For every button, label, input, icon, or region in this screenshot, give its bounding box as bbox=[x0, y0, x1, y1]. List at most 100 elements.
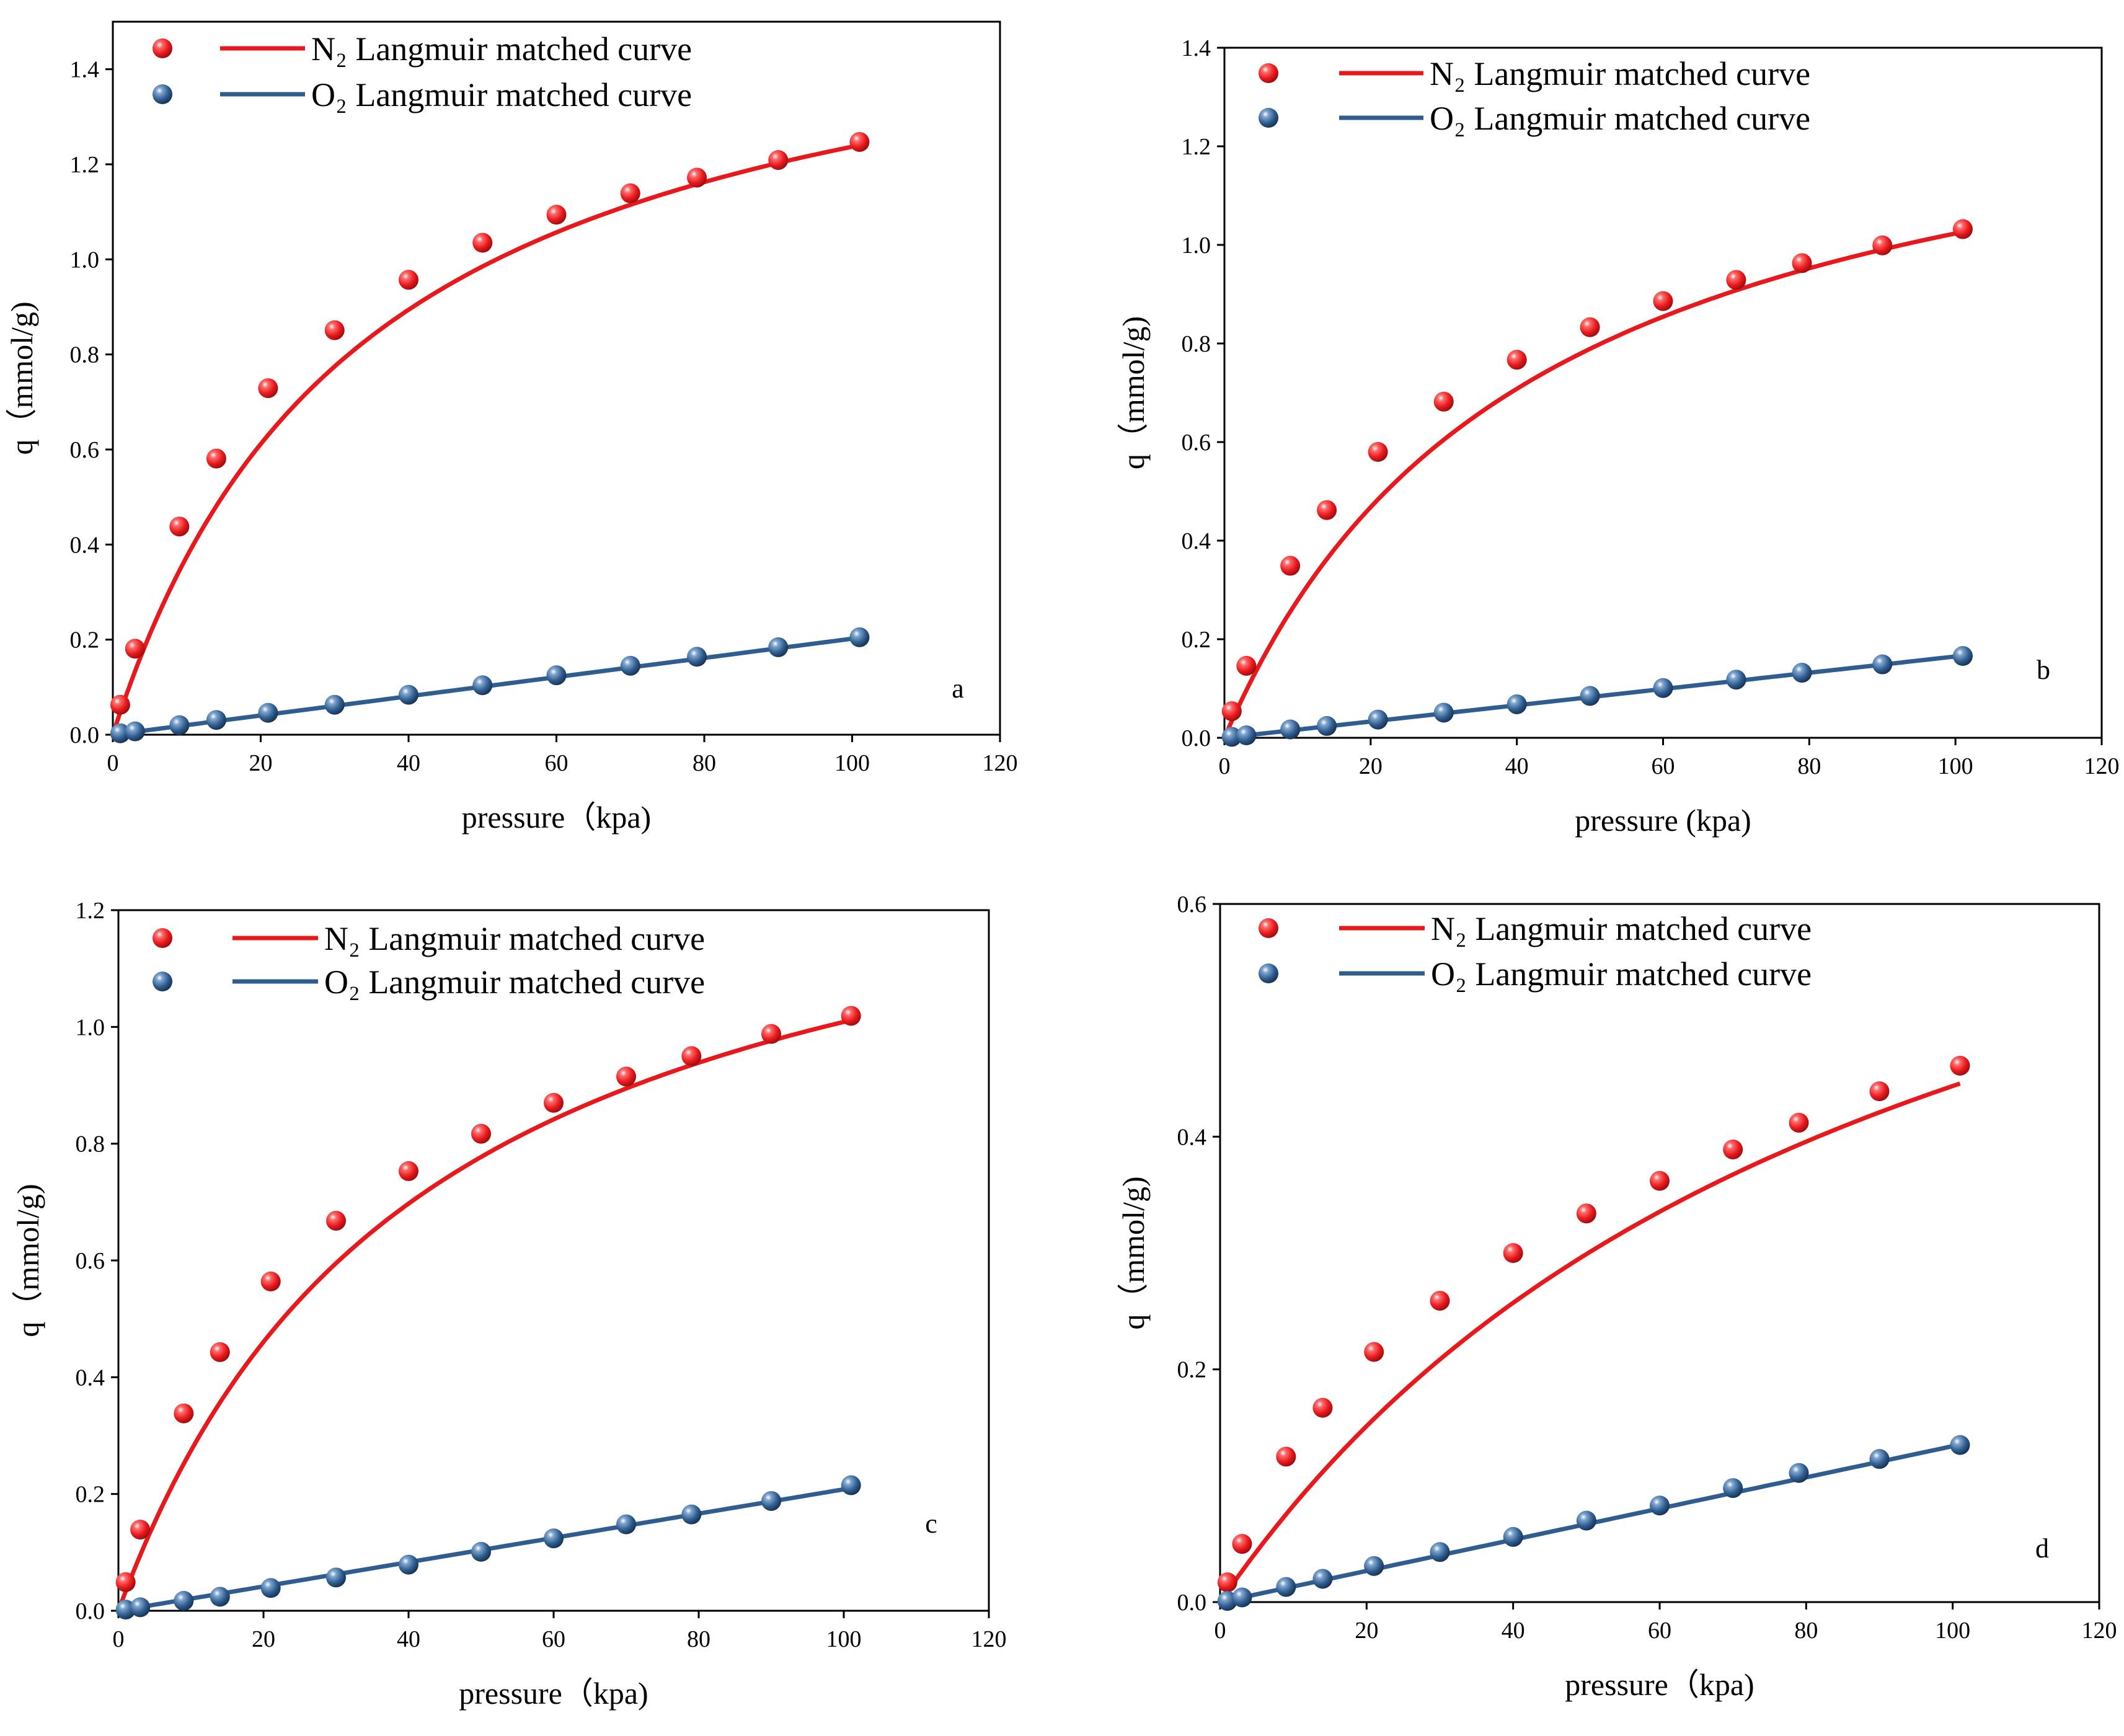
legend-marker-n2 bbox=[153, 38, 172, 58]
n2-data-point bbox=[546, 205, 567, 225]
o2-data-point bbox=[399, 1554, 418, 1575]
x-tick-label: 40 bbox=[1505, 753, 1529, 779]
o2-data-point bbox=[1580, 686, 1600, 706]
y-tick-label: 0.6 bbox=[70, 437, 100, 463]
n2-data-point bbox=[260, 1271, 281, 1291]
legend-marker-o2 bbox=[1259, 963, 1278, 983]
n2-data-point bbox=[849, 131, 870, 152]
panel-letter: a bbox=[952, 673, 964, 704]
y-tick-label: 1.2 bbox=[1182, 134, 1211, 160]
legend-label-n2: N₂ Langmuir matched curve bbox=[324, 920, 705, 957]
x-tick-label: 0 bbox=[1215, 1618, 1226, 1644]
o2-data-point bbox=[1236, 725, 1257, 746]
x-tick-label: 60 bbox=[545, 750, 569, 776]
y-tick-label: 0.6 bbox=[1177, 892, 1207, 918]
n2-data-point bbox=[110, 694, 130, 715]
y-tick-label: 0.8 bbox=[76, 1132, 105, 1158]
y-tick-label: 1.2 bbox=[70, 152, 100, 178]
x-tick-label: 40 bbox=[397, 1626, 420, 1652]
n2-data-point bbox=[768, 150, 789, 170]
n2-data-point bbox=[115, 1572, 136, 1592]
legend-label-n2: N₂ Langmuir matched curve bbox=[1430, 55, 1810, 92]
o2-data-point bbox=[206, 710, 226, 730]
n2-data-point bbox=[616, 1066, 636, 1087]
x-tick-label: 20 bbox=[252, 1626, 275, 1652]
n2-data-point bbox=[1872, 235, 1893, 255]
y-tick-label: 1.0 bbox=[1182, 232, 1211, 259]
n2-data-point bbox=[1507, 350, 1527, 370]
x-tick-label: 80 bbox=[1797, 753, 1821, 779]
x-tick-label: 40 bbox=[1502, 1618, 1525, 1644]
o2-data-point bbox=[1276, 1577, 1296, 1597]
legend-label-o2: O₂ Langmuir matched curve bbox=[1431, 955, 1812, 993]
plot-frame bbox=[112, 20, 1001, 736]
x-tick-label: 20 bbox=[1355, 1618, 1378, 1644]
n2-data-point bbox=[1726, 270, 1746, 290]
x-tick-label: 120 bbox=[2082, 1618, 2117, 1644]
o2-data-point bbox=[125, 721, 145, 742]
n2-data-point bbox=[258, 378, 278, 399]
n2-data-point bbox=[1792, 253, 1812, 273]
n2-data-point bbox=[1430, 1290, 1450, 1311]
legend-marker-n2 bbox=[1259, 63, 1278, 83]
n2-data-point bbox=[1433, 391, 1454, 412]
x-tick-label: 20 bbox=[249, 750, 273, 776]
o2-data-point bbox=[1364, 1556, 1384, 1576]
x-axis-title: pressure (kpa) bbox=[1575, 803, 1751, 838]
y-tick-label: 0.8 bbox=[1182, 331, 1211, 357]
o2-data-point bbox=[546, 665, 567, 686]
n2-data-point bbox=[169, 516, 190, 537]
o2-data-point bbox=[616, 1514, 636, 1534]
o2-data-point bbox=[1232, 1587, 1252, 1608]
o2-data-point bbox=[1368, 709, 1388, 730]
legend-label-n2: N₂ Langmuir matched curve bbox=[1431, 910, 1812, 947]
x-axis-title: pressure（kpa) bbox=[459, 1676, 648, 1711]
chart-panel-b: 0 20 40 60 80 100 120 0.0 0.2 0.4 0.6 0.8 1.0 1.2 1.4 p… bbox=[1116, 35, 2120, 838]
o2-data-point bbox=[841, 1475, 861, 1495]
n2-data-point bbox=[399, 270, 418, 290]
n2-data-point bbox=[1364, 1342, 1384, 1362]
o2-data-point bbox=[681, 1504, 702, 1525]
n2-data-point bbox=[620, 183, 640, 203]
o2-data-point bbox=[174, 1590, 194, 1611]
panel-letter: c bbox=[925, 1508, 937, 1539]
legend-marker-n2 bbox=[1259, 918, 1278, 938]
n2-data-point bbox=[174, 1403, 194, 1424]
y-tick-label: 0.6 bbox=[1182, 430, 1211, 456]
o2-data-point bbox=[1430, 1542, 1450, 1562]
o2-data-point bbox=[130, 1597, 151, 1618]
n2-data-point bbox=[1221, 701, 1242, 722]
n2-data-point bbox=[761, 1024, 781, 1044]
n2-data-point bbox=[1317, 500, 1337, 520]
y-tick-label: 1.2 bbox=[76, 898, 105, 924]
o2-data-point bbox=[1653, 678, 1673, 698]
panel-letter: b bbox=[2037, 655, 2050, 685]
o2-data-point bbox=[1576, 1510, 1596, 1531]
n2-data-point bbox=[1580, 317, 1600, 337]
n2-data-point bbox=[1952, 219, 1973, 239]
n2-data-point bbox=[1653, 291, 1673, 311]
n2-fit-curve bbox=[116, 1018, 852, 1612]
n2-data-point bbox=[399, 1161, 418, 1181]
o2-data-point bbox=[1789, 1463, 1809, 1483]
n2-data-point bbox=[1503, 1243, 1523, 1263]
n2-data-point bbox=[1576, 1203, 1596, 1224]
y-tick-label: 1.4 bbox=[1182, 35, 1211, 61]
y-tick-label: 0.6 bbox=[76, 1248, 105, 1274]
o2-data-point bbox=[1280, 719, 1301, 740]
x-tick-label: 100 bbox=[834, 750, 870, 776]
x-tick-label: 100 bbox=[826, 1626, 862, 1652]
n2-data-point bbox=[210, 1342, 230, 1362]
o2-data-point bbox=[1952, 646, 1973, 666]
y-axis-title: q（mmol/g) bbox=[11, 1184, 45, 1337]
o2-data-point bbox=[169, 715, 190, 735]
o2-data-point bbox=[1317, 715, 1337, 736]
y-tick-label: 0.0 bbox=[1177, 1590, 1207, 1616]
o2-data-point bbox=[1726, 670, 1746, 690]
y-axis-title: q（mmol/g) bbox=[1116, 1176, 1151, 1329]
o2-data-point bbox=[1792, 663, 1812, 683]
n2-data-point bbox=[544, 1092, 564, 1113]
n2-data-point bbox=[841, 1006, 861, 1026]
plot-frame bbox=[1223, 46, 2103, 739]
